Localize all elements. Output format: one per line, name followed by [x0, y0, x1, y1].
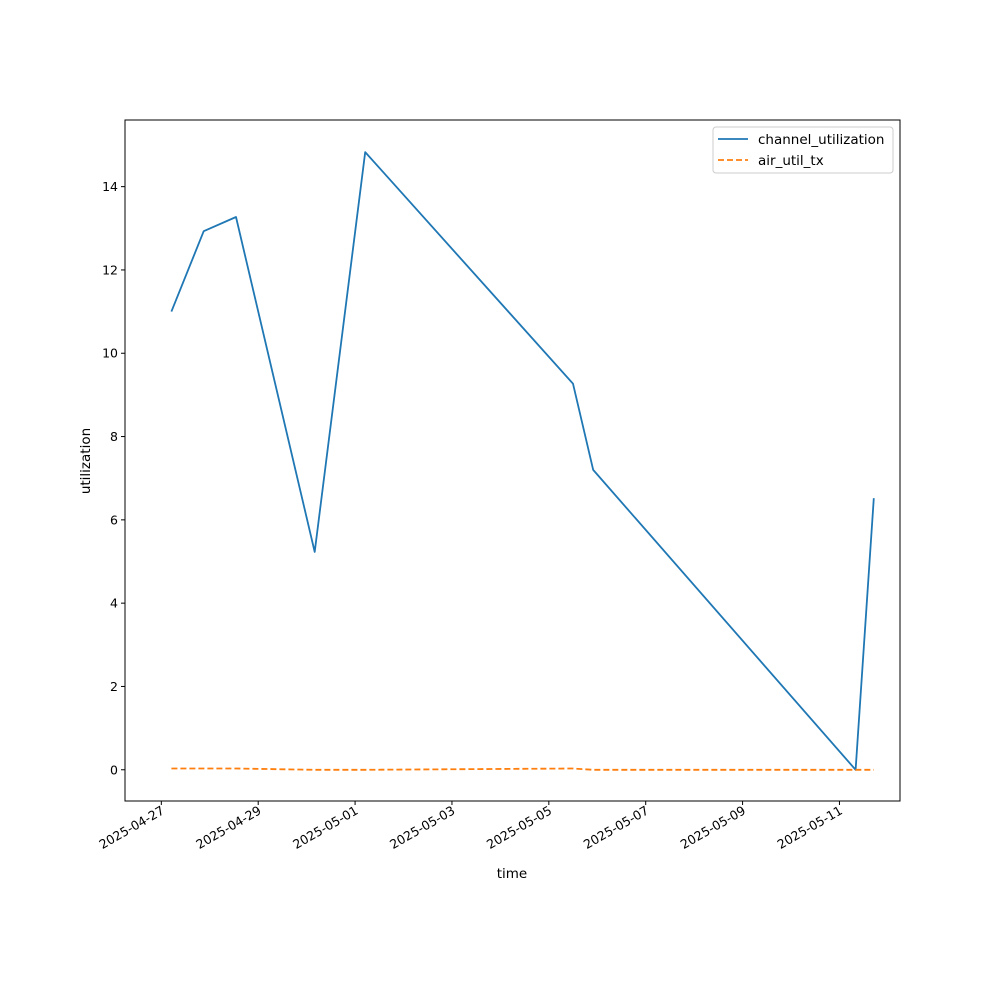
legend-frame	[712, 126, 894, 174]
axes-frame	[124, 119, 901, 802]
y-axis: 0 2 4 6 8 10 12 14	[102, 179, 125, 777]
y-tick-label: 6	[110, 512, 118, 527]
y-tick-label: 14	[102, 179, 118, 194]
legend-label-air-util-tx: air_util_tx	[758, 153, 824, 169]
series-line-channel-utilization	[170, 151, 875, 771]
y-tick-label: 10	[102, 346, 118, 361]
legend-label-channel-utilization: channel_utilization	[758, 132, 885, 148]
y-tick-label: 12	[102, 262, 118, 277]
plot-area	[170, 151, 875, 771]
series-line-air-util-tx	[171, 767, 874, 771]
x-axis-label: time	[497, 866, 528, 882]
y-axis-label: utilization	[78, 428, 94, 494]
y-tick-label: 4	[110, 596, 118, 611]
legend: channel_utilization air_util_tx	[712, 126, 894, 174]
y-tick-label: 2	[110, 679, 118, 694]
y-tick-label: 8	[110, 429, 118, 444]
y-tick-label: 0	[110, 762, 118, 777]
